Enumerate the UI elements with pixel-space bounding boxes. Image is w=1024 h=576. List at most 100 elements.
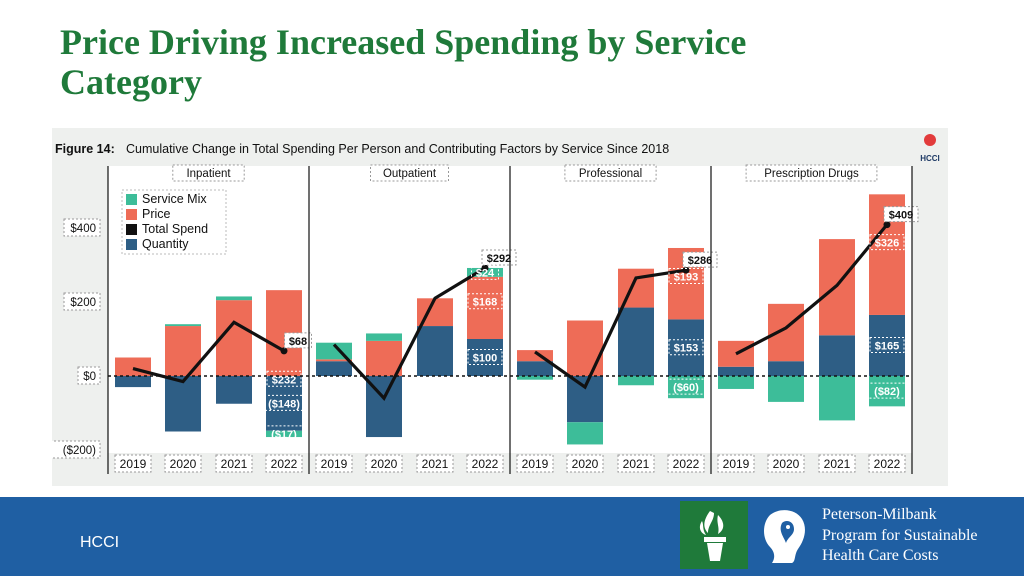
- bar-service-mix: [618, 376, 654, 386]
- data-label-total-spend: $409: [889, 210, 913, 222]
- legend-swatch-3: [126, 224, 137, 235]
- bar-quantity: [115, 376, 151, 388]
- bar-service-mix: [216, 296, 252, 301]
- y-tick-box: [77, 366, 101, 385]
- x-tick-label: 2022: [673, 457, 700, 471]
- data-label-box: [869, 336, 905, 353]
- hcci-badge-icon: [924, 134, 936, 146]
- x-tick-box: [818, 454, 856, 473]
- total-spend-point: [481, 264, 489, 272]
- x-tick-label: 2021: [623, 457, 650, 471]
- bar-quantity: [618, 307, 654, 376]
- data-label-box: [467, 349, 503, 365]
- chart-svg: Figure 14: Cumulative Change in Total Spe…: [52, 134, 940, 474]
- x-tick-box: [164, 454, 202, 473]
- bar-service-mix: [819, 376, 855, 421]
- legend-swatch-2: [126, 209, 137, 220]
- bar-service-mix: [869, 376, 905, 407]
- data-label-box: [866, 382, 908, 399]
- bar-quantity: [316, 361, 352, 376]
- slide-title: Price Driving Increased Spending by Serv…: [60, 22, 747, 102]
- x-tick-label: 2022: [271, 457, 298, 471]
- data-label-box: [682, 251, 718, 268]
- data-label-service-mix: ($82): [874, 386, 900, 398]
- data-label-box: [467, 293, 503, 310]
- bar-quantity: [216, 376, 252, 404]
- org-name-line-3: Health Care Costs: [822, 547, 939, 564]
- x-tick-label: 2021: [824, 457, 851, 471]
- bar-quantity: [668, 319, 704, 376]
- org-name: Peterson-Milbank Program for Sustainable…: [822, 505, 1022, 567]
- legend-label-1: Service Mix: [142, 192, 207, 206]
- bar-quantity: [819, 335, 855, 376]
- bar-quantity: [467, 339, 503, 376]
- y-tick-box: [63, 292, 101, 311]
- total-spend-line: [132, 320, 285, 384]
- torch-logo-icon: [680, 501, 748, 569]
- x-tick-box: [617, 454, 655, 473]
- x-tick-label: 2019: [120, 457, 147, 471]
- x-tick-label: 2022: [472, 457, 499, 471]
- x-tick-box: [215, 454, 253, 473]
- y-tick-label: ($200): [63, 445, 96, 457]
- data-label-box: [263, 425, 305, 442]
- data-label-total-spend: $292: [487, 253, 511, 265]
- bar-price: [567, 320, 603, 376]
- data-label-price: $193: [674, 272, 698, 284]
- x-tick-box: [315, 454, 353, 473]
- data-label-box: [869, 234, 905, 251]
- panel-header-box: [564, 164, 657, 182]
- data-label-quantity: ($148): [268, 398, 300, 410]
- x-tick-box: [868, 454, 906, 473]
- data-label-total-spend: $68: [289, 336, 307, 348]
- org-name-line-2: Program for Sustainable: [822, 526, 978, 544]
- panel-header-1: Inpatient: [186, 168, 231, 180]
- legend-swatch-1: [126, 194, 137, 205]
- data-label-box: [665, 378, 707, 395]
- y-tick-label: $0: [83, 371, 96, 383]
- bar-price: [768, 303, 804, 362]
- x-tick-label: 2020: [170, 457, 197, 471]
- bar-service-mix: [668, 376, 704, 399]
- x-tick-label: 2019: [723, 457, 750, 471]
- panel-header-box: [370, 164, 449, 182]
- bar-quantity: [869, 314, 905, 376]
- legend-swatch-4: [126, 239, 137, 250]
- bar-price: [316, 359, 352, 362]
- x-tick-label: 2019: [522, 457, 549, 471]
- legend-box: [121, 189, 227, 255]
- bar-service-mix: [366, 333, 402, 341]
- bar-service-mix: [266, 430, 302, 438]
- y-tick-box: [63, 218, 101, 237]
- x-tick-box: [265, 454, 303, 473]
- data-label-box: [471, 263, 499, 280]
- bar-service-mix: [768, 376, 804, 402]
- data-label-box: [668, 339, 704, 356]
- x-tick-box: [516, 454, 554, 473]
- y-tick-label: $200: [70, 297, 96, 309]
- bar-quantity: [517, 361, 553, 376]
- data-label-price: $326: [875, 238, 899, 250]
- x-tick-label: 2022: [874, 457, 901, 471]
- total-spend-point: [682, 266, 690, 274]
- data-label-service-mix: ($60): [673, 382, 699, 394]
- legend-label-2: Price: [142, 207, 171, 221]
- data-label-quantity: $100: [473, 353, 497, 365]
- org-name-line-1: Peterson-Milbank: [822, 506, 937, 523]
- bar-quantity: [567, 376, 603, 423]
- bar-price: [517, 350, 553, 362]
- footer-bar: [0, 497, 1024, 576]
- panel-header-box: [172, 164, 245, 182]
- bar-price: [467, 276, 503, 339]
- total-spend-point: [280, 347, 288, 355]
- bar-quantity: [718, 366, 754, 376]
- x-tick-box: [717, 454, 755, 473]
- data-label-service-mix: ($17): [271, 429, 297, 441]
- y-tick-label: $400: [70, 223, 96, 235]
- bar-quantity: [266, 376, 302, 431]
- x-tick-label: 2020: [371, 457, 398, 471]
- x-tick-label: 2021: [221, 457, 248, 471]
- data-label-box: [284, 332, 312, 349]
- data-label-price: $168: [473, 297, 497, 309]
- legend-label-3: Total Spend: [142, 222, 208, 236]
